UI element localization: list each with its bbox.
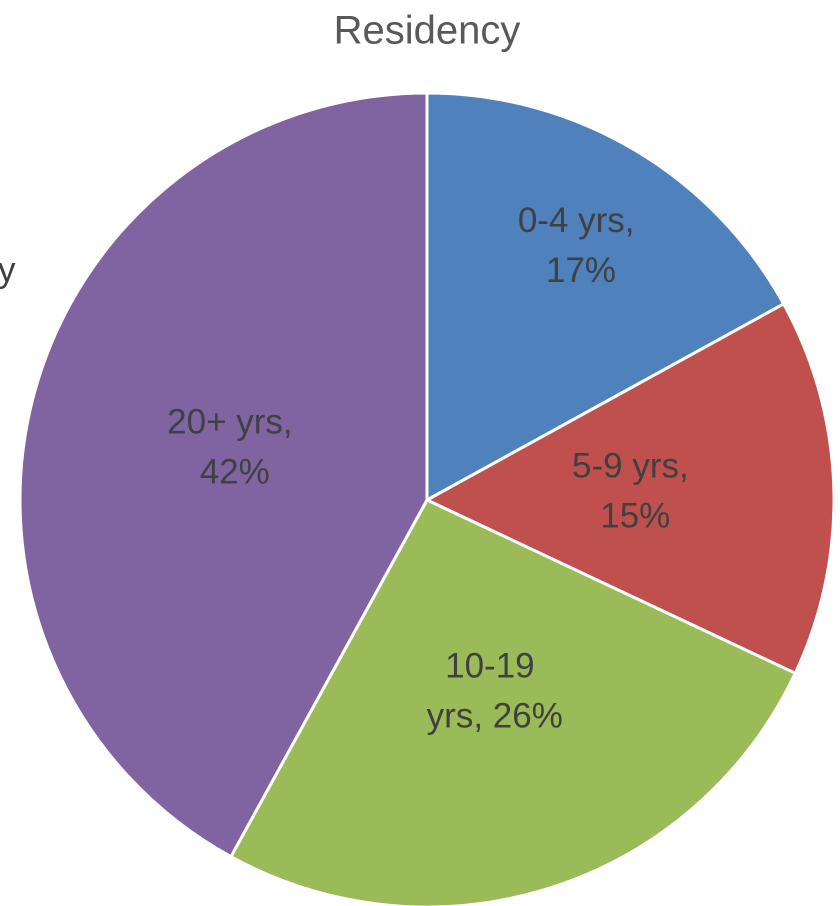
- chart-title: Residency: [334, 9, 521, 53]
- pie-slice: [18, 91, 429, 859]
- pie-slice: [423, 301, 836, 676]
- data-label: 10-19 yrs, 26%: [417, 647, 563, 736]
- data-label: 0-4 yrs, 17%: [518, 201, 635, 290]
- pie-slice: [425, 91, 786, 503]
- data-label: 20+ yrs, 42%: [167, 403, 292, 492]
- data-label: 5-9 yrs, 15%: [572, 447, 689, 536]
- annotation: y: [0, 250, 16, 289]
